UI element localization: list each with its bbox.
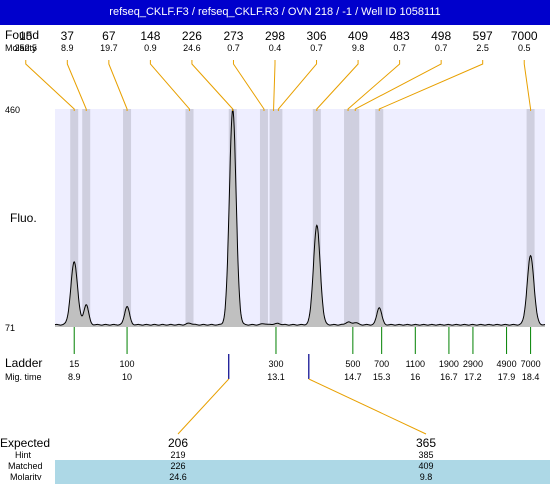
found-leader-line — [149, 60, 191, 111]
window-title: refseq_CKLF.F3 / refseq_CKLF.R3 / OVN 21… — [0, 0, 550, 25]
found-size-label: 483 — [390, 29, 410, 43]
found-size-label: 15 — [19, 29, 33, 43]
ladder-time-label: 14.7 — [344, 372, 362, 382]
peak-band — [375, 109, 384, 327]
ladder-size-label: 1900 — [439, 359, 459, 369]
peak-band — [123, 109, 132, 327]
found-leader-line — [25, 60, 75, 111]
found-molarity-label: 0.7 — [227, 43, 240, 53]
found-leader-line — [277, 60, 318, 111]
peak-band — [185, 109, 194, 327]
found-size-label: 148 — [140, 29, 160, 43]
ladder-time-label: 10 — [122, 372, 132, 382]
found-size-label: 67 — [102, 29, 116, 43]
y-axis-label: Fluo. — [10, 211, 37, 225]
found-molarity-label: 0.7 — [435, 43, 448, 53]
found-molarity-label: 252.5 — [15, 43, 38, 53]
found-molarity-label: 9.8 — [352, 43, 365, 53]
expected-matched-value: 409 — [418, 461, 433, 471]
expected-molarity-value: 24.6 — [169, 472, 187, 480]
found-size-label: 597 — [473, 29, 493, 43]
found-row-label: Found — [5, 28, 39, 42]
ladder-size-label: 2900 — [463, 359, 483, 369]
ladder-size-label: 4900 — [497, 359, 517, 369]
ladder-size-label: 300 — [268, 359, 283, 369]
molarity-bottom-row-label: Molarity — [10, 472, 42, 480]
ladder-size-label: 15 — [69, 359, 79, 369]
found-leader-line — [316, 60, 359, 111]
found-leader-line — [523, 60, 532, 111]
peak-band — [526, 109, 535, 327]
ladder-size-label: 1100 — [406, 359, 425, 369]
found-molarity-label: 2.5 — [476, 43, 489, 53]
found-molarity-label: 0.4 — [269, 43, 282, 53]
found-molarity-label: 0.7 — [393, 43, 406, 53]
peak-band — [274, 109, 283, 327]
expected-matched-value: 226 — [170, 461, 185, 471]
found-molarity-label: 24.6 — [183, 43, 201, 53]
expected-molarity-value: 9.8 — [420, 472, 433, 480]
ladder-size-label: 700 — [374, 359, 389, 369]
mig-time-row-label: Mig. time — [5, 372, 42, 382]
matched-row-label: Matched — [8, 461, 43, 471]
found-size-label: 273 — [223, 29, 243, 43]
expected-leader-line — [177, 378, 230, 435]
found-leader-line — [347, 60, 401, 111]
ladder-time-label: 15.3 — [373, 372, 391, 382]
plot-area — [55, 109, 545, 327]
ladder-time-label: 17.9 — [498, 372, 516, 382]
found-molarity-label: 0.9 — [144, 43, 157, 53]
ladder-time-label: 8.9 — [68, 372, 81, 382]
found-molarity-label: 0.5 — [518, 43, 531, 53]
found-leader-line — [66, 60, 87, 111]
found-leader-line — [232, 60, 265, 111]
peak-band — [259, 109, 268, 327]
found-molarity-label: 19.7 — [100, 43, 118, 53]
expected-size-label: 206 — [168, 436, 188, 450]
peak-band — [312, 109, 321, 327]
ladder-time-label: 17.2 — [464, 372, 482, 382]
ladder-time-label: 16.7 — [440, 372, 458, 382]
ladder-size-label: 100 — [120, 359, 135, 369]
ladder-time-label: 13.1 — [267, 372, 285, 382]
hint-row-label: Hint — [15, 450, 32, 460]
molarity-row-label: Molarity — [5, 43, 37, 53]
ladder-time-label: 18.4 — [522, 372, 540, 382]
expected-hint-value: 219 — [170, 450, 185, 460]
peak-band — [344, 109, 353, 327]
found-leader-line — [273, 60, 276, 111]
peak-band — [70, 109, 79, 327]
ladder-size-label: 500 — [345, 359, 360, 369]
ladder-row-label: Ladder — [5, 356, 42, 370]
found-molarity-label: 8.9 — [61, 43, 74, 53]
ladder-time-label: 16 — [410, 372, 420, 382]
expected-hint-value: 385 — [418, 450, 433, 460]
found-leader-line — [378, 60, 484, 111]
y-tick-top: 460 — [5, 105, 20, 115]
found-size-label: 298 — [265, 29, 285, 43]
electropherogram-trace — [54, 109, 546, 326]
peak-band — [82, 109, 91, 327]
expected-size-label: 365 — [416, 436, 436, 450]
found-leader-line — [108, 60, 128, 111]
found-leader-line — [191, 60, 234, 111]
found-size-label: 37 — [61, 29, 75, 43]
matched-row-highlight — [55, 460, 550, 472]
y-tick-bottom: 71 — [5, 323, 15, 333]
found-size-label: 306 — [307, 29, 327, 43]
expected-leader-line — [308, 378, 427, 435]
found-leader-line — [354, 60, 442, 111]
found-size-label: 7000 — [511, 29, 538, 43]
peak-band — [351, 109, 360, 327]
found-molarity-label: 0.7 — [310, 43, 323, 53]
peak-band — [269, 109, 278, 327]
found-size-label: 226 — [182, 29, 202, 43]
found-size-label: 498 — [431, 29, 451, 43]
expected-row-label: Expected — [0, 436, 50, 450]
found-size-label: 409 — [348, 29, 368, 43]
ladder-size-label: 7000 — [521, 359, 541, 369]
